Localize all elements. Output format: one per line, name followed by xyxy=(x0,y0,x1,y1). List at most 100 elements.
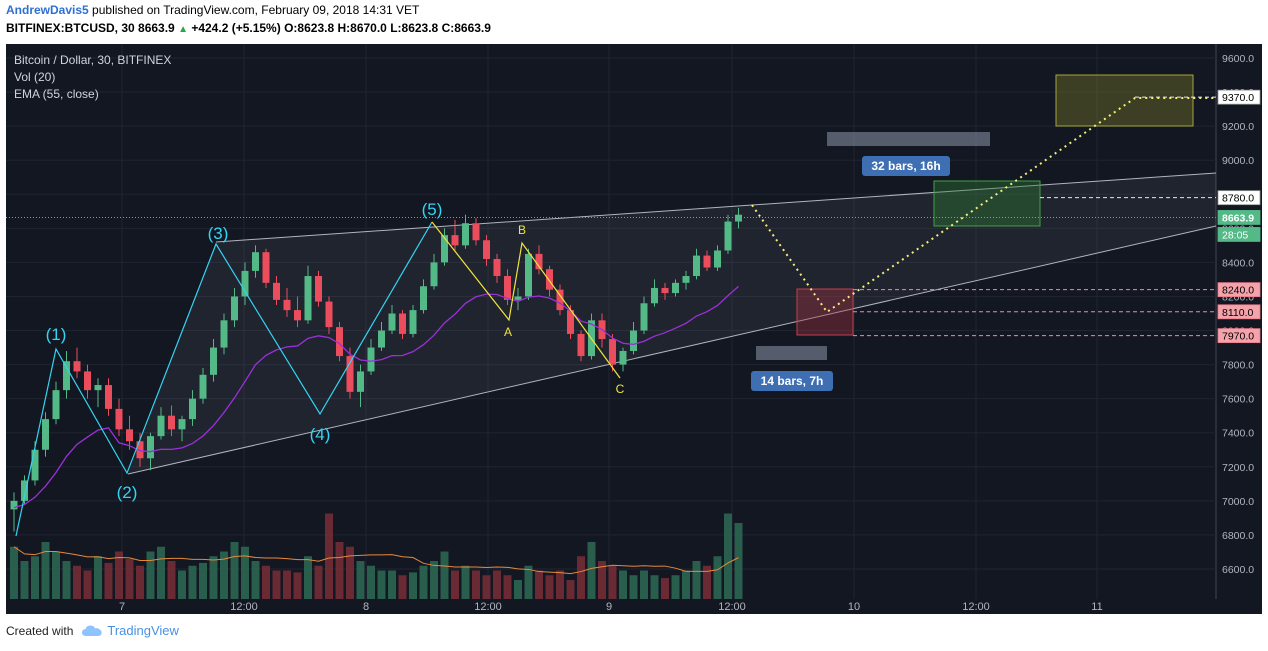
candle-body xyxy=(682,276,690,283)
tradingview-logo[interactable]: TradingView xyxy=(81,623,179,638)
candle-body xyxy=(735,214,742,222)
candle-body xyxy=(420,286,427,311)
published-text: published on TradingView.com, February 0… xyxy=(92,3,420,17)
volume-bar xyxy=(587,542,596,599)
volume-bar xyxy=(335,542,344,599)
candle-body xyxy=(231,296,238,321)
candle-body xyxy=(94,385,102,391)
created-with-text: Created with xyxy=(6,623,74,638)
candle-body xyxy=(714,250,721,268)
x-axis-ticks: 7 12:00 8 12:00 9 12:00 10 12:00 11 xyxy=(119,601,1103,613)
volume-bar xyxy=(293,572,302,599)
candle-body xyxy=(535,253,543,270)
y-tick-label: 6800.0 xyxy=(1222,530,1254,542)
volume-bar xyxy=(304,556,312,599)
close-label: C: xyxy=(441,21,455,35)
price-label-bg xyxy=(1217,190,1261,206)
volume-bar xyxy=(241,546,249,599)
x-tick-label: 9 xyxy=(606,601,612,613)
candle-body xyxy=(157,415,165,437)
legend-entry: EMA (55, close) xyxy=(14,87,99,101)
x-tick-label: 7 xyxy=(119,601,125,613)
volume-bar xyxy=(556,570,564,599)
tradingview-link[interactable]: TradingView xyxy=(107,623,179,638)
candle-body xyxy=(703,255,711,268)
price-label-bg xyxy=(1217,328,1261,344)
y-tick-label: 7600.0 xyxy=(1222,394,1254,406)
candle-body xyxy=(367,347,375,372)
volume-bar xyxy=(629,575,638,599)
candle-body xyxy=(462,223,469,246)
y-tick-label: 6600.0 xyxy=(1222,564,1254,576)
volume-bar xyxy=(619,570,627,599)
price-labels: 9370.0 8780.0 8663.9 28:05 8240.0 8110.0 7970.… xyxy=(1217,89,1261,344)
open-label: O: xyxy=(284,21,298,35)
candle-body xyxy=(619,350,627,365)
target-box-yellow xyxy=(1055,74,1194,127)
author-link[interactable]: AndrewDavis5 xyxy=(6,3,89,17)
candle-body xyxy=(325,301,333,328)
candle-body xyxy=(556,289,564,311)
support-box-red xyxy=(796,288,854,336)
x-tick-label: 12:00 xyxy=(718,601,746,613)
candle-body xyxy=(693,255,700,277)
volume-bar xyxy=(178,570,186,599)
candle-body xyxy=(52,390,60,420)
volume-bar xyxy=(104,562,113,599)
candle-body xyxy=(115,408,123,430)
wedge-lower-line xyxy=(127,225,1217,475)
candle-body xyxy=(514,296,522,300)
candle-body xyxy=(241,270,249,297)
price-chart[interactable]: 9600.09400.09200.09000.08800.08600.08400… xyxy=(0,40,1268,614)
volume-bar xyxy=(461,565,470,599)
price-label-bg xyxy=(1217,227,1261,242)
volume-bar xyxy=(524,565,533,599)
price-label-text: 9370.0 xyxy=(1222,92,1254,104)
projection-dotted-path xyxy=(751,97,1216,314)
volume-bar xyxy=(20,561,29,599)
candle-body xyxy=(73,361,81,372)
cloud-icon xyxy=(82,625,102,636)
candle-body xyxy=(630,330,637,351)
volume-bar xyxy=(682,570,690,599)
candle-body xyxy=(483,240,490,259)
candle-body xyxy=(126,429,133,442)
candle-body xyxy=(378,330,385,348)
volume-bar xyxy=(146,551,155,599)
volume-bar xyxy=(472,570,480,599)
candle-body xyxy=(609,339,616,365)
volume-bar xyxy=(314,565,323,599)
volume-bar xyxy=(661,578,669,599)
candle-body xyxy=(546,269,553,290)
candle-body xyxy=(525,253,532,297)
candle-body xyxy=(252,252,259,271)
volume-bars xyxy=(10,513,743,599)
volume-bar xyxy=(83,570,92,599)
candle-body xyxy=(304,276,312,321)
elliott-label: (2) xyxy=(117,483,138,502)
volume-bar xyxy=(482,575,491,599)
candle-body xyxy=(273,282,280,300)
volume-bar xyxy=(377,570,386,599)
volume-bar xyxy=(262,565,270,599)
last-price: 8663.9 xyxy=(138,21,175,35)
candle-body xyxy=(651,287,658,304)
candle-body xyxy=(283,299,291,311)
candle-body xyxy=(672,282,679,294)
volume-bar xyxy=(167,561,176,599)
x-tick-label: 12:00 xyxy=(962,601,990,613)
volume-bar xyxy=(325,513,333,599)
y-tick-label: 8400.0 xyxy=(1222,257,1254,269)
elliott-waves: (1) (2) (3) (4) (5) xyxy=(15,200,442,537)
measure-label-bg xyxy=(862,156,950,176)
price-label-text: 8663.9 xyxy=(1222,212,1254,224)
price-label-bg xyxy=(1217,89,1261,105)
volume-bar xyxy=(220,551,228,599)
ema-path xyxy=(13,285,739,509)
publish-info: AndrewDavis5 published on TradingView.co… xyxy=(6,3,419,17)
candle-body xyxy=(388,313,396,331)
symbol-label: BITFINEX:BTCUSD, 30 xyxy=(6,21,135,35)
high-label: H: xyxy=(337,21,351,35)
measure-bar-top xyxy=(827,132,990,146)
x-tick-label: 12:00 xyxy=(230,601,258,613)
